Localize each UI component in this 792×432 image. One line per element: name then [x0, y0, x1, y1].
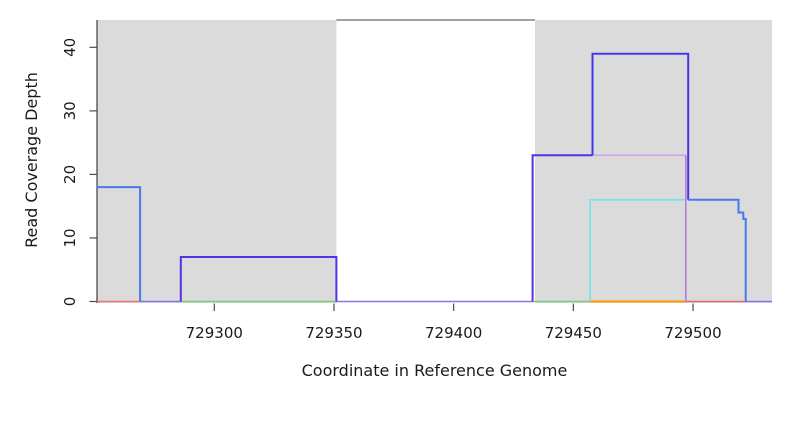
- y-tick-label: 0: [61, 297, 79, 307]
- y-tick-label: 10: [61, 228, 79, 247]
- y-axis-title: Read Coverage Depth: [22, 72, 41, 248]
- unique-total-level-7: [179, 256, 338, 302]
- x-tick-label: 729400: [425, 324, 482, 342]
- y-tick-label: 40: [61, 38, 79, 57]
- unique-total-level-16-tail: [688, 198, 747, 302]
- x-tick-label: 729500: [664, 324, 721, 342]
- x-tick-label: 729450: [545, 324, 602, 342]
- x-axis-title: Coordinate in Reference Genome: [301, 361, 568, 380]
- highlight-region-1: [97, 20, 337, 303]
- x-tick-label: 729300: [186, 324, 243, 342]
- x-tick-label: 729350: [305, 324, 362, 342]
- unique-top-step: [589, 199, 686, 302]
- unique-total-level-23: [531, 154, 593, 302]
- legend: unique totalunique topunique bottomrepea…: [0, 396, 792, 424]
- unique-total-level-18: [97, 186, 142, 302]
- y-tick-label: 20: [61, 165, 79, 184]
- unique-total-level-39: [591, 52, 690, 200]
- highlight-region-2: [535, 20, 772, 303]
- y-tick-label: 30: [61, 101, 79, 120]
